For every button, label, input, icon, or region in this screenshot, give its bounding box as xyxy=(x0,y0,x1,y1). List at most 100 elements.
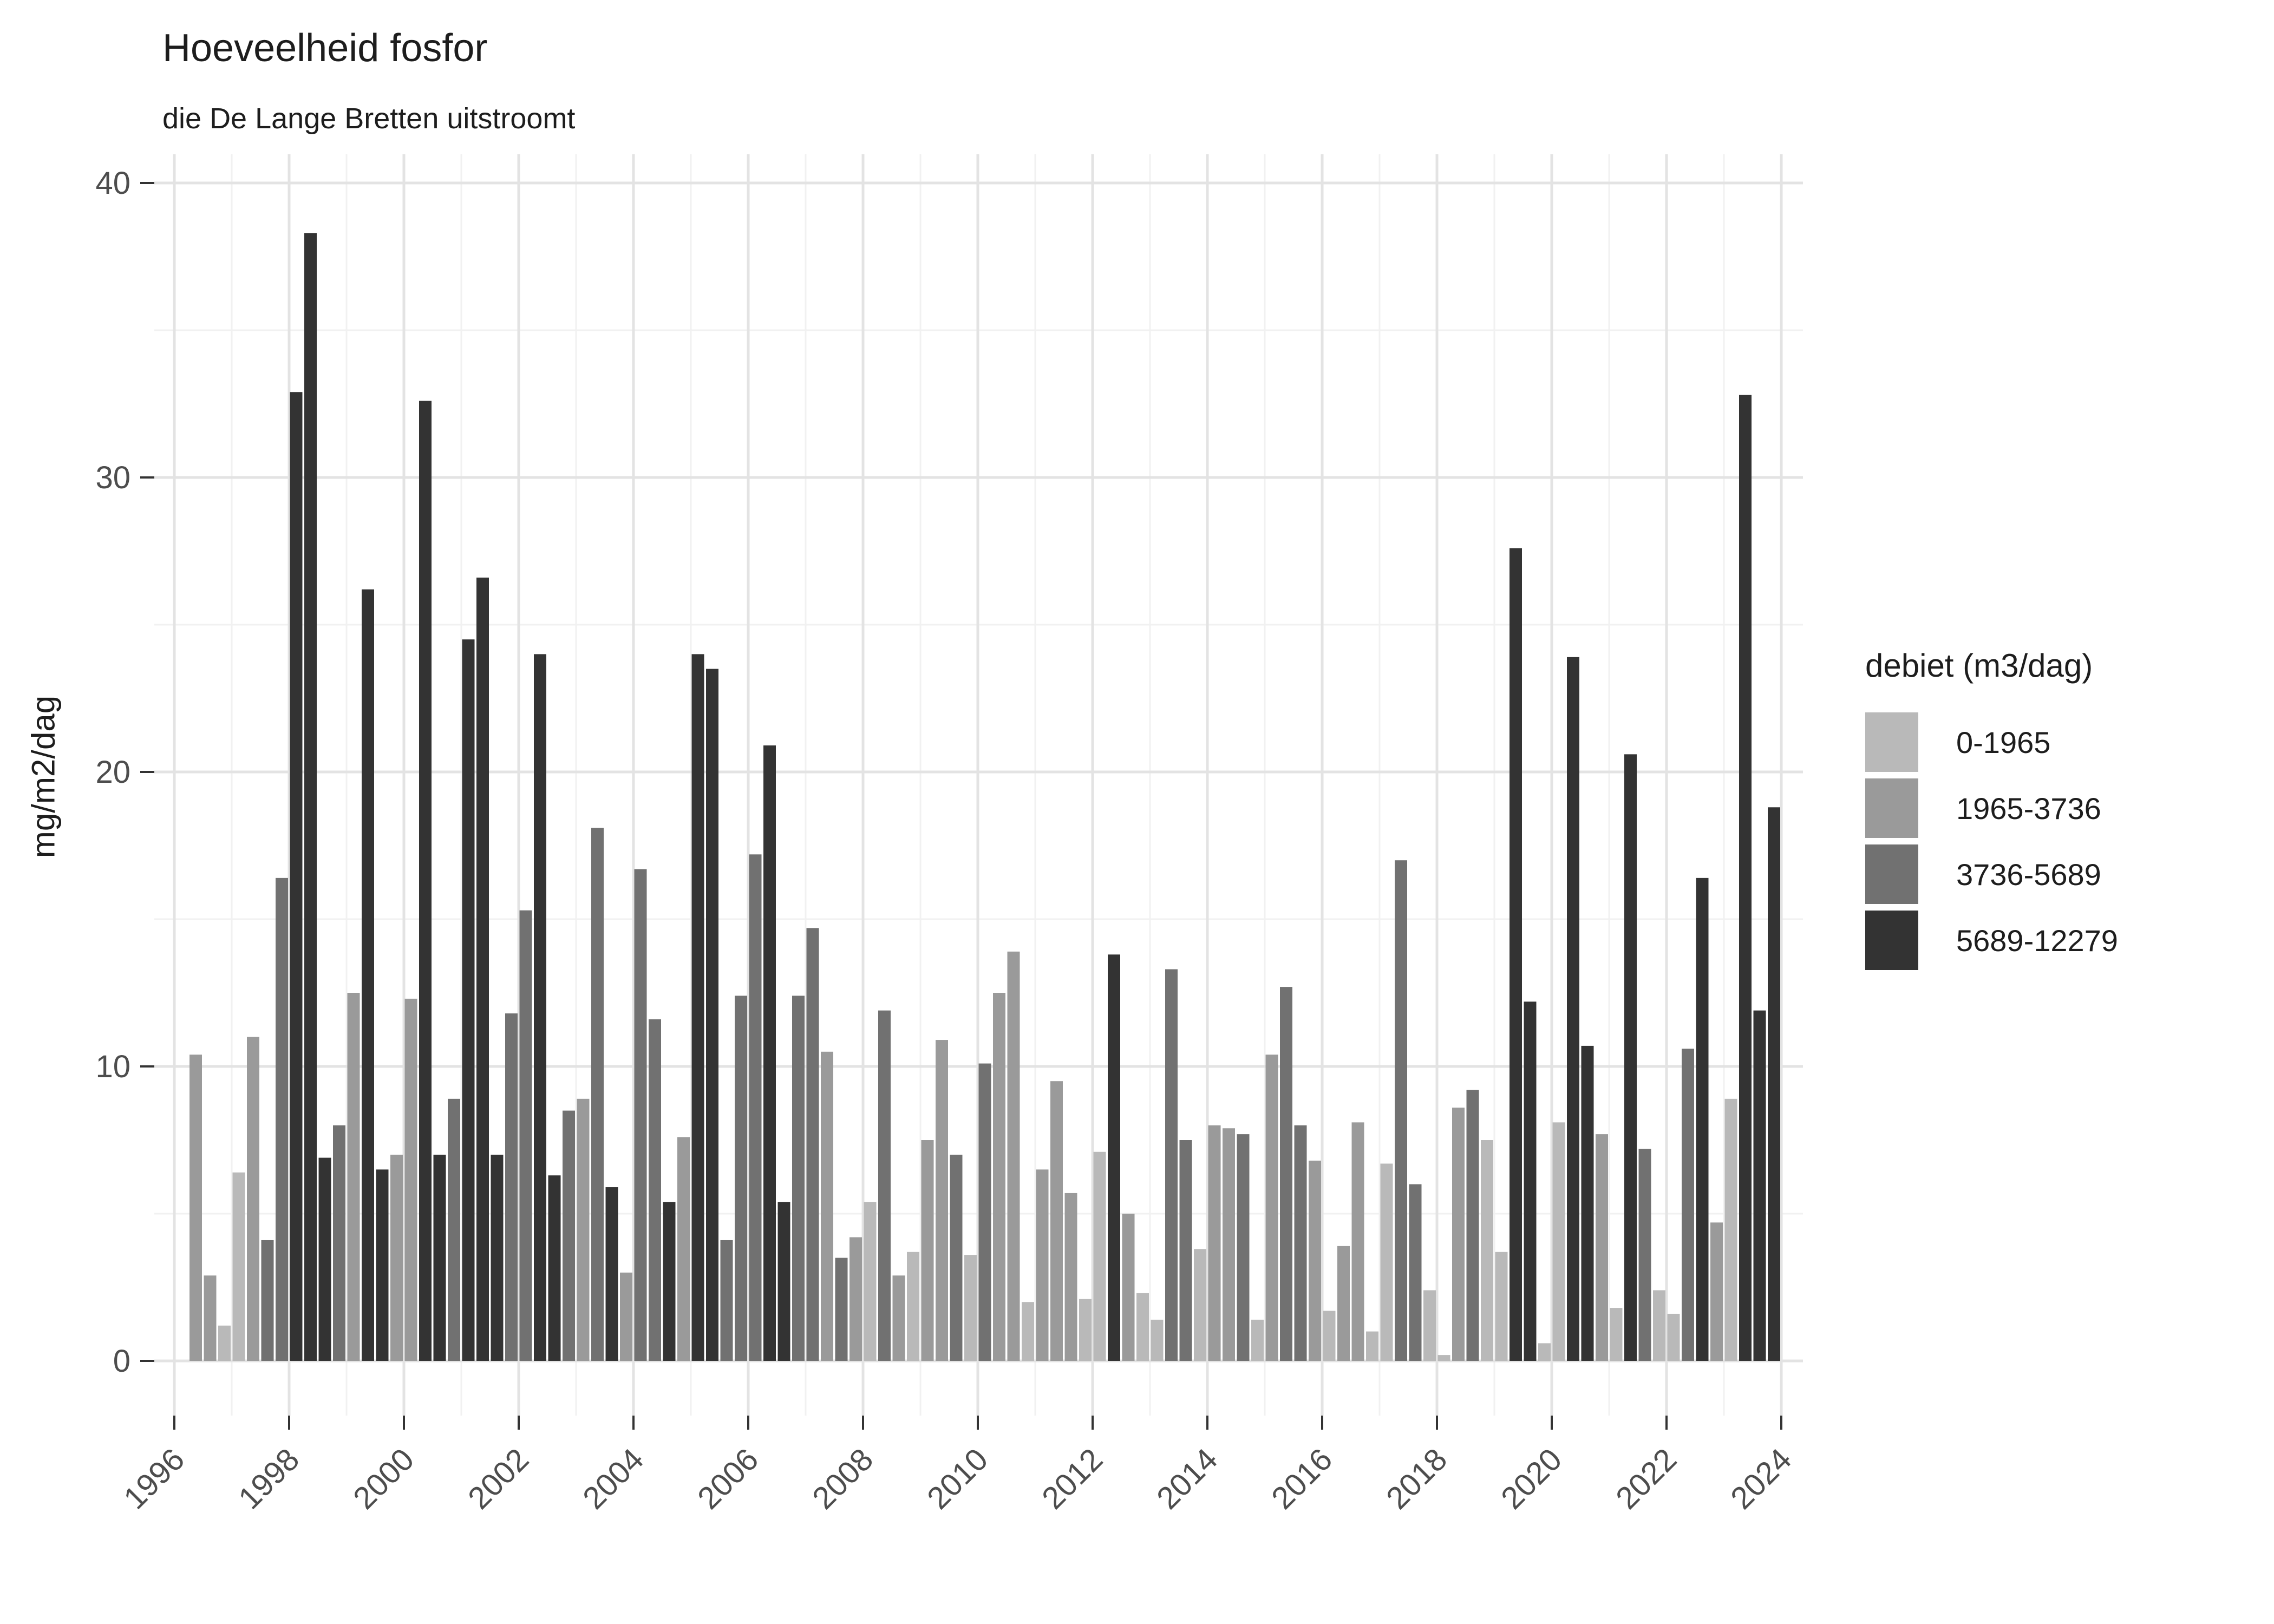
x-tick-label-1998: 1998 xyxy=(232,1442,306,1516)
bar-2005-q3 xyxy=(720,1240,733,1361)
bar-2023-q3 xyxy=(1753,1010,1766,1361)
bar-2020-q2 xyxy=(1567,657,1579,1361)
x-tick-label-2002: 2002 xyxy=(461,1442,535,1516)
bar-2016-q2 xyxy=(1337,1246,1350,1361)
bar-2002-q3 xyxy=(548,1175,561,1361)
x-tick-label-2014: 2014 xyxy=(1150,1442,1224,1516)
bar-2018-q1 xyxy=(1437,1355,1450,1361)
bar-2004-q3 xyxy=(663,1202,676,1361)
bar-2022-q4 xyxy=(1710,1222,1723,1361)
y-tick-label-10: 10 xyxy=(95,1049,130,1084)
bar-2006-q3 xyxy=(777,1202,790,1361)
bar-2017-q4 xyxy=(1423,1290,1436,1361)
bar-2011-q4 xyxy=(1079,1299,1092,1361)
bar-2011-q2 xyxy=(1050,1081,1063,1361)
bar-2017-q3 xyxy=(1409,1184,1422,1361)
bar-1998-q2 xyxy=(304,233,317,1361)
bar-2007-q2 xyxy=(821,1051,833,1361)
bar-1996-q3 xyxy=(204,1275,217,1361)
bar-2018-q2 xyxy=(1452,1108,1465,1361)
legend: debiet (m3/dag) 0-1965 1965-3736 3736-5689… xyxy=(1865,647,2118,977)
legend-entry-5689-12279: 5689-12279 xyxy=(1865,911,2118,970)
bar-2012-q4 xyxy=(1136,1293,1149,1361)
bar-2020-q1 xyxy=(1552,1122,1565,1361)
x-tick-label-2008: 2008 xyxy=(806,1442,880,1516)
bar-2011-q3 xyxy=(1064,1193,1077,1361)
bar-2023-q2 xyxy=(1739,395,1752,1361)
bar-1997-q4 xyxy=(276,878,288,1361)
bar-2016-q3 xyxy=(1351,1122,1364,1361)
bar-2005-q4 xyxy=(735,996,747,1361)
bar-2003-q3 xyxy=(605,1187,618,1361)
bar-1996-q4 xyxy=(218,1325,231,1361)
bar-2017-q1 xyxy=(1380,1163,1393,1361)
x-tick-label-2018: 2018 xyxy=(1380,1442,1454,1516)
legend-swatch-icon xyxy=(1865,911,1918,970)
bar-2001-q4 xyxy=(505,1013,518,1361)
bar-1998-q3 xyxy=(318,1157,331,1361)
bar-2019-q1 xyxy=(1495,1252,1508,1361)
bar-1997-q2 xyxy=(247,1037,259,1361)
bar-2020-q3 xyxy=(1581,1045,1594,1361)
bar-2004-q2 xyxy=(649,1019,661,1361)
bar-2017-q2 xyxy=(1395,860,1407,1361)
bar-2023-q4 xyxy=(1768,807,1780,1361)
bar-1997-q1 xyxy=(232,1172,245,1361)
bar-2006-q2 xyxy=(763,745,776,1361)
bar-2011-q1 xyxy=(1036,1169,1049,1361)
bar-2005-q2 xyxy=(706,669,718,1361)
x-tick-label-2016: 2016 xyxy=(1265,1442,1339,1516)
bar-2019-q2 xyxy=(1510,548,1522,1361)
legend-label: 3736-5689 xyxy=(1956,857,2101,892)
bar-2021-q1 xyxy=(1610,1308,1623,1361)
bar-2005-q1 xyxy=(691,654,704,1361)
y-axis-title: mg/m2/dag xyxy=(25,695,62,859)
bar-2018-q3 xyxy=(1466,1090,1479,1361)
legend-swatch-icon xyxy=(1865,778,1918,838)
bar-2013-q2 xyxy=(1165,969,1178,1361)
bar-2002-q1 xyxy=(519,910,532,1361)
bar-2009-q4 xyxy=(964,1255,977,1361)
bar-2000-q1 xyxy=(404,998,417,1361)
bar-2014-q4 xyxy=(1251,1319,1264,1361)
bar-2008-q3 xyxy=(892,1275,905,1361)
bar-2001-q2 xyxy=(476,577,489,1361)
bar-1999-q3 xyxy=(376,1169,389,1361)
bar-2004-q4 xyxy=(677,1137,690,1361)
bar-2015-q2 xyxy=(1280,987,1292,1361)
bar-2010-q2 xyxy=(993,993,1005,1361)
bar-2003-q1 xyxy=(577,1098,590,1361)
legend-swatch-icon xyxy=(1865,712,1918,772)
x-tick-label-2006: 2006 xyxy=(691,1442,765,1516)
bar-2021-q3 xyxy=(1638,1149,1651,1361)
bar-1998-q4 xyxy=(333,1125,345,1361)
bar-2014-q1 xyxy=(1208,1125,1221,1361)
bar-2010-q1 xyxy=(978,1063,991,1361)
bar-2000-q3 xyxy=(433,1155,446,1361)
x-tick-label-2010: 2010 xyxy=(920,1442,995,1516)
bar-2003-q4 xyxy=(620,1272,632,1361)
legend-entry-0-1965: 0-1965 xyxy=(1865,712,2118,772)
bar-2020-q4 xyxy=(1596,1134,1608,1361)
bar-1999-q2 xyxy=(362,589,374,1361)
bar-2010-q3 xyxy=(1007,951,1020,1361)
x-tick-label-2004: 2004 xyxy=(576,1442,650,1516)
y-tick-label-40: 40 xyxy=(95,166,130,201)
bar-2021-q4 xyxy=(1653,1290,1665,1361)
bar-1996-q2 xyxy=(190,1055,202,1361)
bar-2004-q1 xyxy=(634,869,647,1361)
x-tick-label-1996: 1996 xyxy=(117,1442,191,1516)
bar-2022-q2 xyxy=(1682,1049,1694,1361)
legend-label: 1965-3736 xyxy=(1956,791,2101,826)
bar-2021-q2 xyxy=(1624,754,1637,1361)
bar-2015-q4 xyxy=(1309,1161,1321,1361)
x-tick-label-2012: 2012 xyxy=(1035,1442,1109,1516)
x-tick-label-2022: 2022 xyxy=(1609,1442,1683,1516)
bar-2001-q1 xyxy=(462,639,475,1361)
bar-2022-q1 xyxy=(1667,1313,1680,1361)
bar-2009-q1 xyxy=(921,1140,934,1361)
bar-2012-q3 xyxy=(1122,1214,1135,1361)
bar-2014-q3 xyxy=(1237,1134,1250,1361)
bar-2015-q3 xyxy=(1294,1125,1307,1361)
